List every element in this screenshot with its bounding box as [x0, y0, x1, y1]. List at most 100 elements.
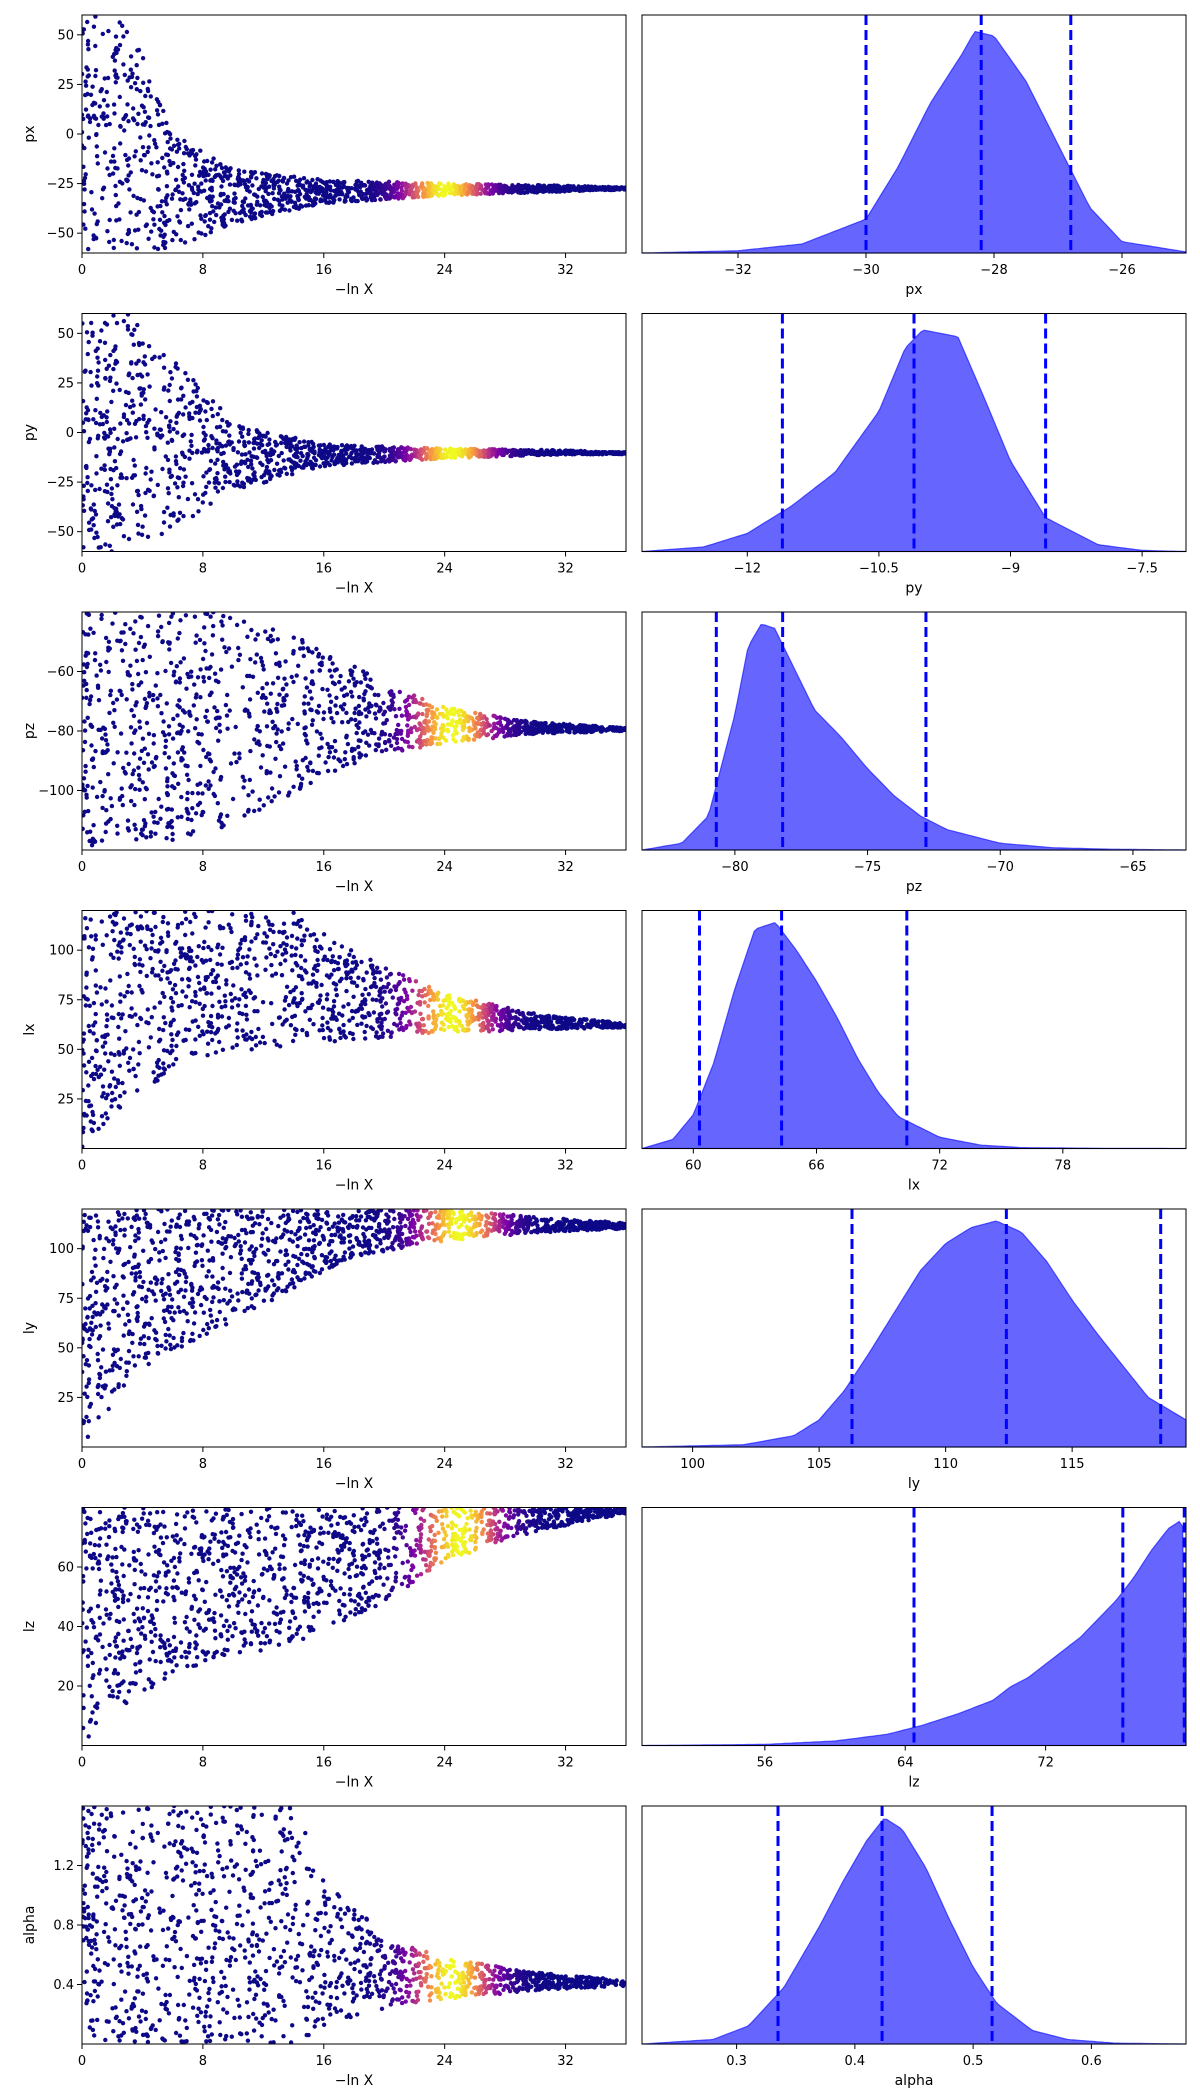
sample-point: [187, 709, 192, 714]
sample-point: [130, 771, 135, 777]
sample-point: [145, 623, 151, 629]
sample-point: [183, 763, 188, 768]
sample-point: [166, 724, 172, 729]
sample-point: [259, 474, 264, 480]
sample-point: [279, 206, 284, 212]
sample-point: [157, 1026, 162, 1032]
sample-point: [136, 640, 142, 646]
sample-point: [257, 742, 262, 747]
sample-point: [167, 467, 172, 472]
sample-point: [115, 483, 120, 488]
sample-point: [98, 668, 104, 673]
sample-point: [326, 200, 331, 205]
sample-point: [221, 463, 226, 468]
sample-point: [177, 630, 182, 636]
sample-point: [391, 735, 397, 740]
sample-point: [92, 839, 98, 844]
sample-point: [115, 831, 120, 836]
sample-point: [245, 457, 250, 462]
sample-point: [577, 728, 582, 734]
sample-point: [410, 744, 415, 750]
sample-point: [280, 178, 285, 183]
sample-point: [461, 713, 466, 718]
sample-point: [219, 451, 224, 457]
sample-point: [84, 411, 89, 416]
sample-point: [562, 189, 567, 194]
x-tick-label: 8: [199, 263, 207, 278]
sample-point: [496, 190, 502, 196]
axes-frame: [641, 611, 1187, 851]
sample-point: [87, 1003, 93, 1008]
sample-point: [253, 637, 258, 642]
sample-point: [369, 686, 374, 691]
sample-point: [235, 1003, 241, 1008]
sample-point: [348, 197, 354, 203]
sample-point: [317, 464, 323, 469]
sample-point: [249, 174, 254, 179]
sample-point: [106, 639, 112, 644]
sample-point: [357, 720, 362, 725]
sample-point: [119, 648, 125, 653]
sample-point: [99, 612, 104, 618]
sample-point: [359, 711, 364, 716]
sample-point: [86, 1059, 92, 1065]
sample-point: [173, 187, 178, 192]
sample-point: [118, 638, 123, 643]
sample-point: [198, 407, 203, 412]
sample-point: [245, 177, 250, 183]
sample-point: [165, 921, 171, 926]
sample-point: [311, 932, 317, 937]
sample-point: [324, 192, 329, 198]
sample-point: [112, 445, 117, 450]
sample-point: [392, 194, 397, 200]
sample-point: [100, 421, 106, 427]
sample-point: [154, 145, 159, 150]
sample-point: [328, 188, 333, 193]
x-tick-label: 8: [199, 860, 207, 875]
sample-point: [142, 122, 147, 127]
sample-point: [242, 813, 247, 818]
sample-point: [274, 461, 280, 466]
sample-point: [138, 503, 144, 509]
sample-point: [489, 182, 495, 187]
sample-point: [356, 975, 361, 980]
sample-point: [86, 47, 91, 52]
sample-point: [275, 637, 280, 642]
sample-point: [214, 725, 219, 731]
sample-point: [308, 459, 313, 464]
sample-point: [284, 984, 290, 989]
sample-point: [169, 1032, 174, 1037]
sample-point: [193, 1018, 198, 1023]
sample-point: [151, 733, 157, 738]
sample-point: [353, 186, 358, 191]
sample-point: [162, 994, 167, 999]
sample-point: [117, 217, 122, 222]
sample-point: [380, 191, 385, 197]
sample-point: [164, 202, 169, 207]
sample-point: [319, 745, 324, 750]
sample-point: [493, 725, 499, 730]
sample-point: [89, 383, 94, 388]
sample-point: [281, 686, 286, 691]
sample-point: [287, 790, 292, 795]
sample-point: [310, 466, 316, 471]
x-axis-label: −ln X: [335, 282, 374, 298]
sample-point: [331, 755, 337, 760]
sample-point: [99, 838, 105, 843]
sample-point: [117, 387, 122, 393]
sample-point: [187, 1005, 192, 1010]
sample-point: [204, 708, 210, 713]
sample-point: [109, 803, 115, 809]
sample-point: [121, 765, 126, 771]
sample-point: [492, 447, 497, 452]
sample-point: [167, 146, 173, 151]
sample-point: [330, 661, 335, 666]
sample-point: [184, 772, 190, 777]
sample-point: [286, 726, 291, 732]
sample-point: [136, 765, 141, 770]
sample-point: [261, 667, 266, 672]
sample-point: [155, 629, 161, 634]
sample-point: [441, 714, 446, 719]
sample-point: [175, 366, 180, 371]
